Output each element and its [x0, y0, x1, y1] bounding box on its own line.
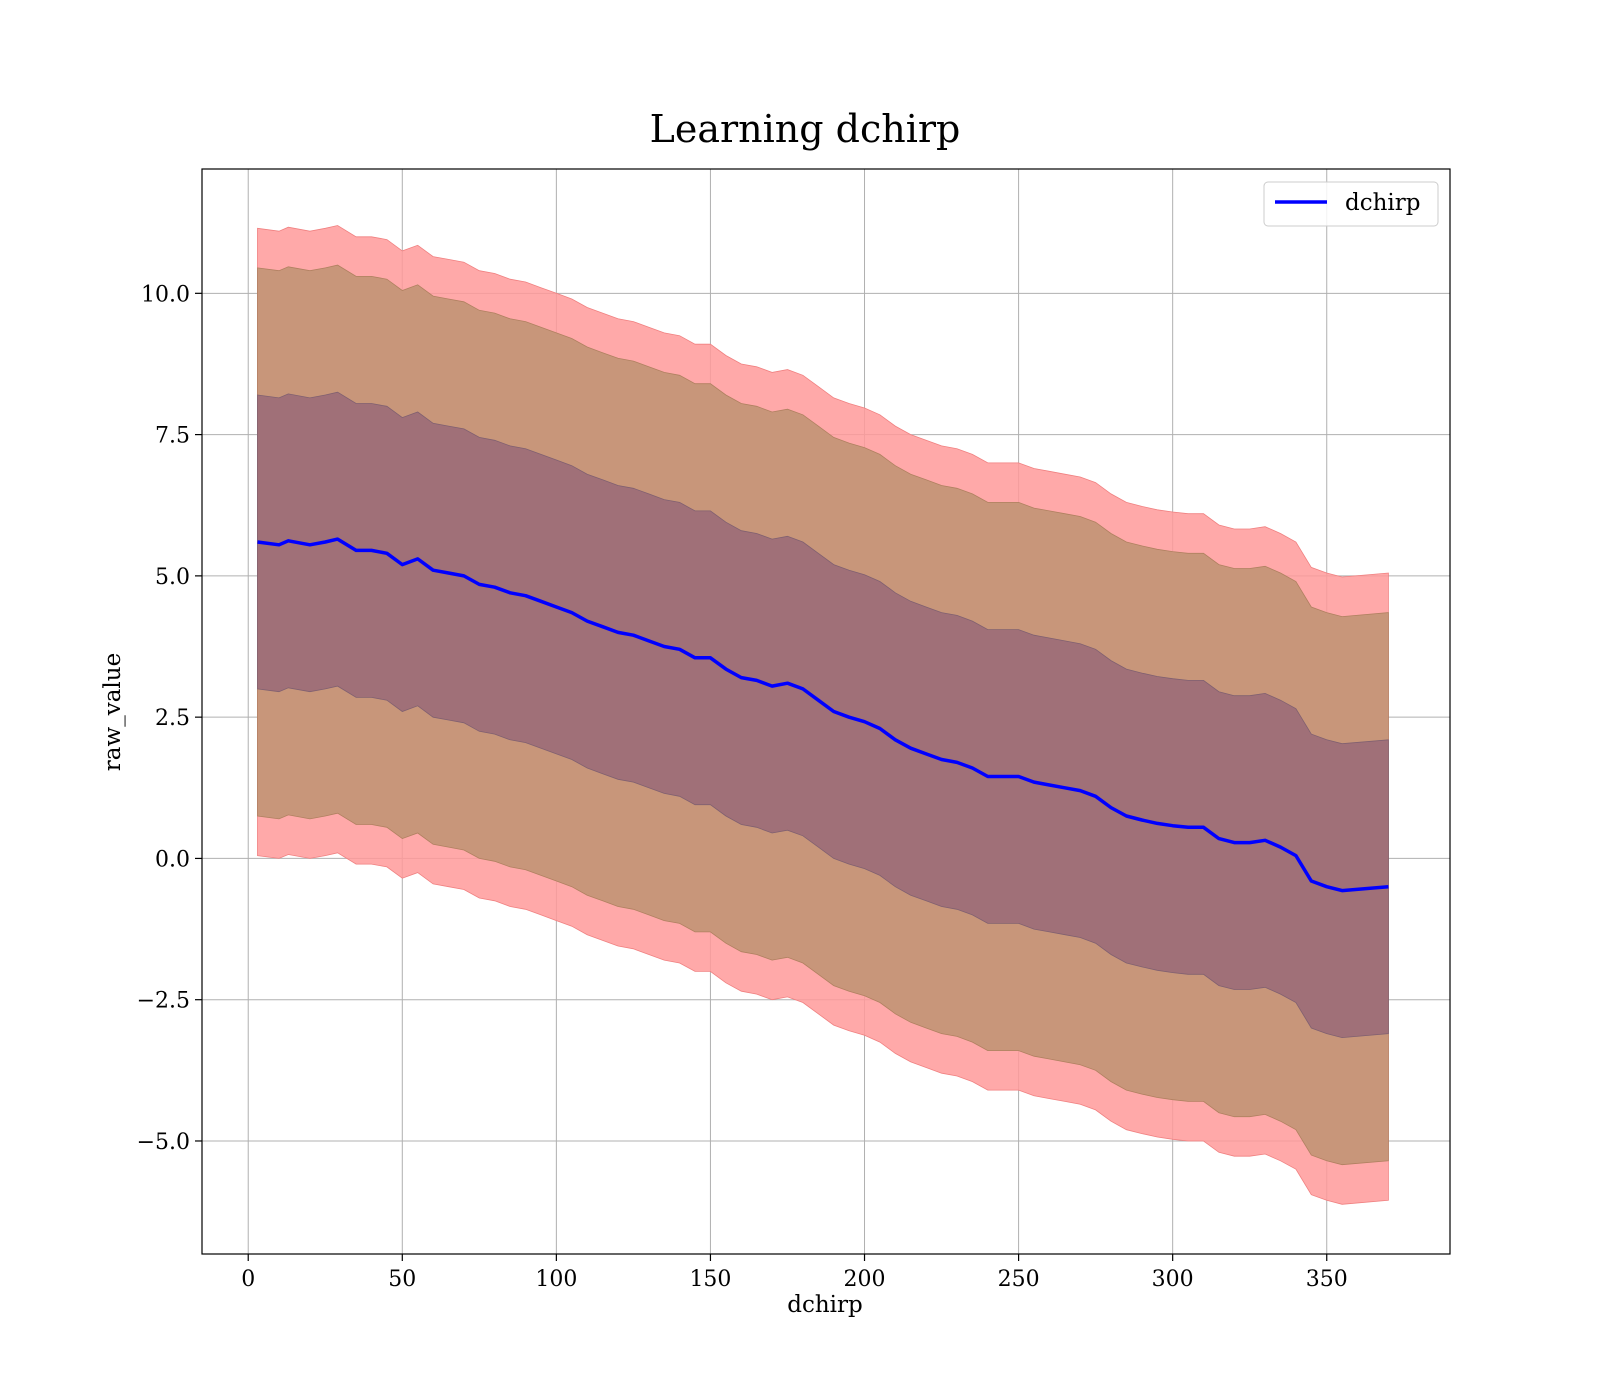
x-tick-label: 350: [1306, 1267, 1348, 1292]
y-tick-label: 0.0: [155, 847, 190, 872]
y-tick-label: −2.5: [137, 989, 190, 1014]
y-tick-label: 5.0: [155, 565, 190, 590]
x-tick-label: 50: [388, 1267, 416, 1292]
y-tick-label: −5.0: [137, 1130, 190, 1155]
confidence-bands: [257, 225, 1389, 1205]
legend-label: dchirp: [1345, 190, 1421, 216]
plot-frame: [201, 168, 1451, 1255]
y-tick-label: 2.5: [155, 706, 190, 731]
band-inner: [257, 391, 1389, 1039]
x-axis-label: dchirp: [787, 1292, 863, 1318]
x-tick-label: 100: [535, 1267, 577, 1292]
y-axis-label: raw_value: [100, 653, 126, 771]
x-tick-label: 300: [1152, 1267, 1194, 1292]
x-tick-label: 150: [689, 1267, 731, 1292]
y-tick-label: 10.0: [141, 282, 190, 307]
y-tick-label: 7.5: [155, 424, 190, 449]
y-ticks: −5.0 −2.5 0.0 2.5 5.0 7.5 10.0: [137, 282, 202, 1155]
series-line-dchirp: [257, 537, 1389, 893]
legend: dchirp: [1263, 181, 1439, 227]
x-tick-label: 0: [241, 1267, 255, 1292]
legend-box: [1263, 181, 1439, 227]
chart-title: Learning dchirp: [650, 107, 961, 151]
x-ticks: 0 50 100 150 200 250 300 350: [241, 1254, 1348, 1292]
x-tick-label: 250: [998, 1267, 1040, 1292]
x-tick-label: 200: [844, 1267, 886, 1292]
series-lines: [257, 537, 1389, 893]
